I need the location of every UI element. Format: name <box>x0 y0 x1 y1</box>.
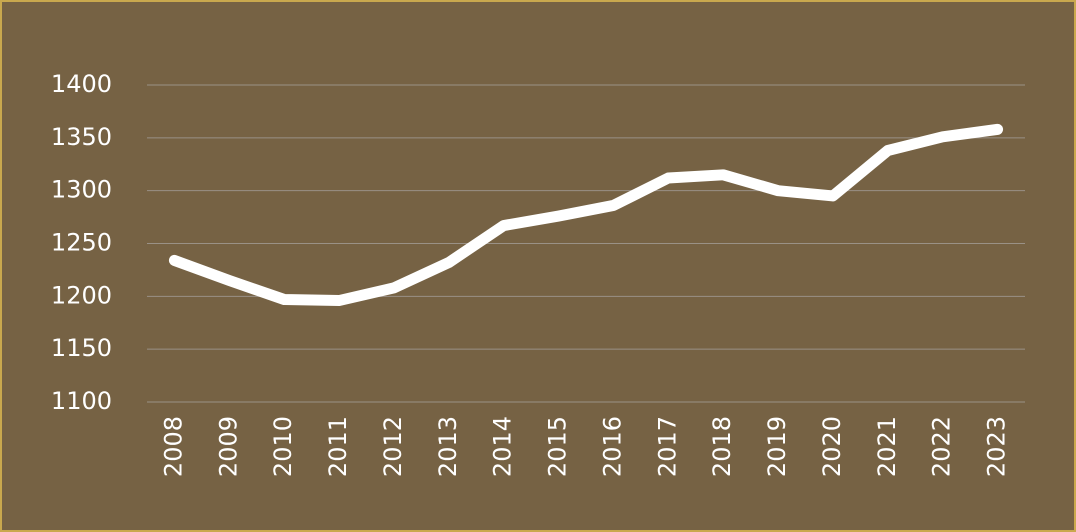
line <box>168 123 1004 307</box>
y-tick-label: 1250 <box>51 229 112 257</box>
y-tick-label: 1100 <box>51 387 112 415</box>
x-tick-label: 2014 <box>489 416 517 477</box>
x-tick-label: 2012 <box>379 416 407 477</box>
y-tick-label: 1400 <box>51 70 112 98</box>
x-tick-label: 2020 <box>818 416 846 477</box>
y-tick-label: 1200 <box>51 281 112 309</box>
x-tick-label: 2021 <box>873 416 901 477</box>
y-tick-label: 1300 <box>51 176 112 204</box>
x-tick-label: 2018 <box>708 416 736 477</box>
x-tick-label: 2010 <box>269 416 297 477</box>
x-tick-label: 2011 <box>324 416 352 477</box>
x-tick-label: 2015 <box>544 416 572 477</box>
x-tick-label: 2022 <box>928 416 956 477</box>
x-tick-label: 2017 <box>653 416 681 477</box>
x-tick-label: 2013 <box>434 416 462 477</box>
x-tick-label: 2008 <box>159 416 187 477</box>
y-tick-label: 1350 <box>51 123 112 151</box>
x-tick-label: 2023 <box>983 416 1011 477</box>
y-tick-label: 1150 <box>51 334 112 362</box>
x-tick-label: 2016 <box>598 416 626 477</box>
x-tick-label: 2019 <box>763 416 791 477</box>
x-tick-label: 2009 <box>214 416 242 477</box>
